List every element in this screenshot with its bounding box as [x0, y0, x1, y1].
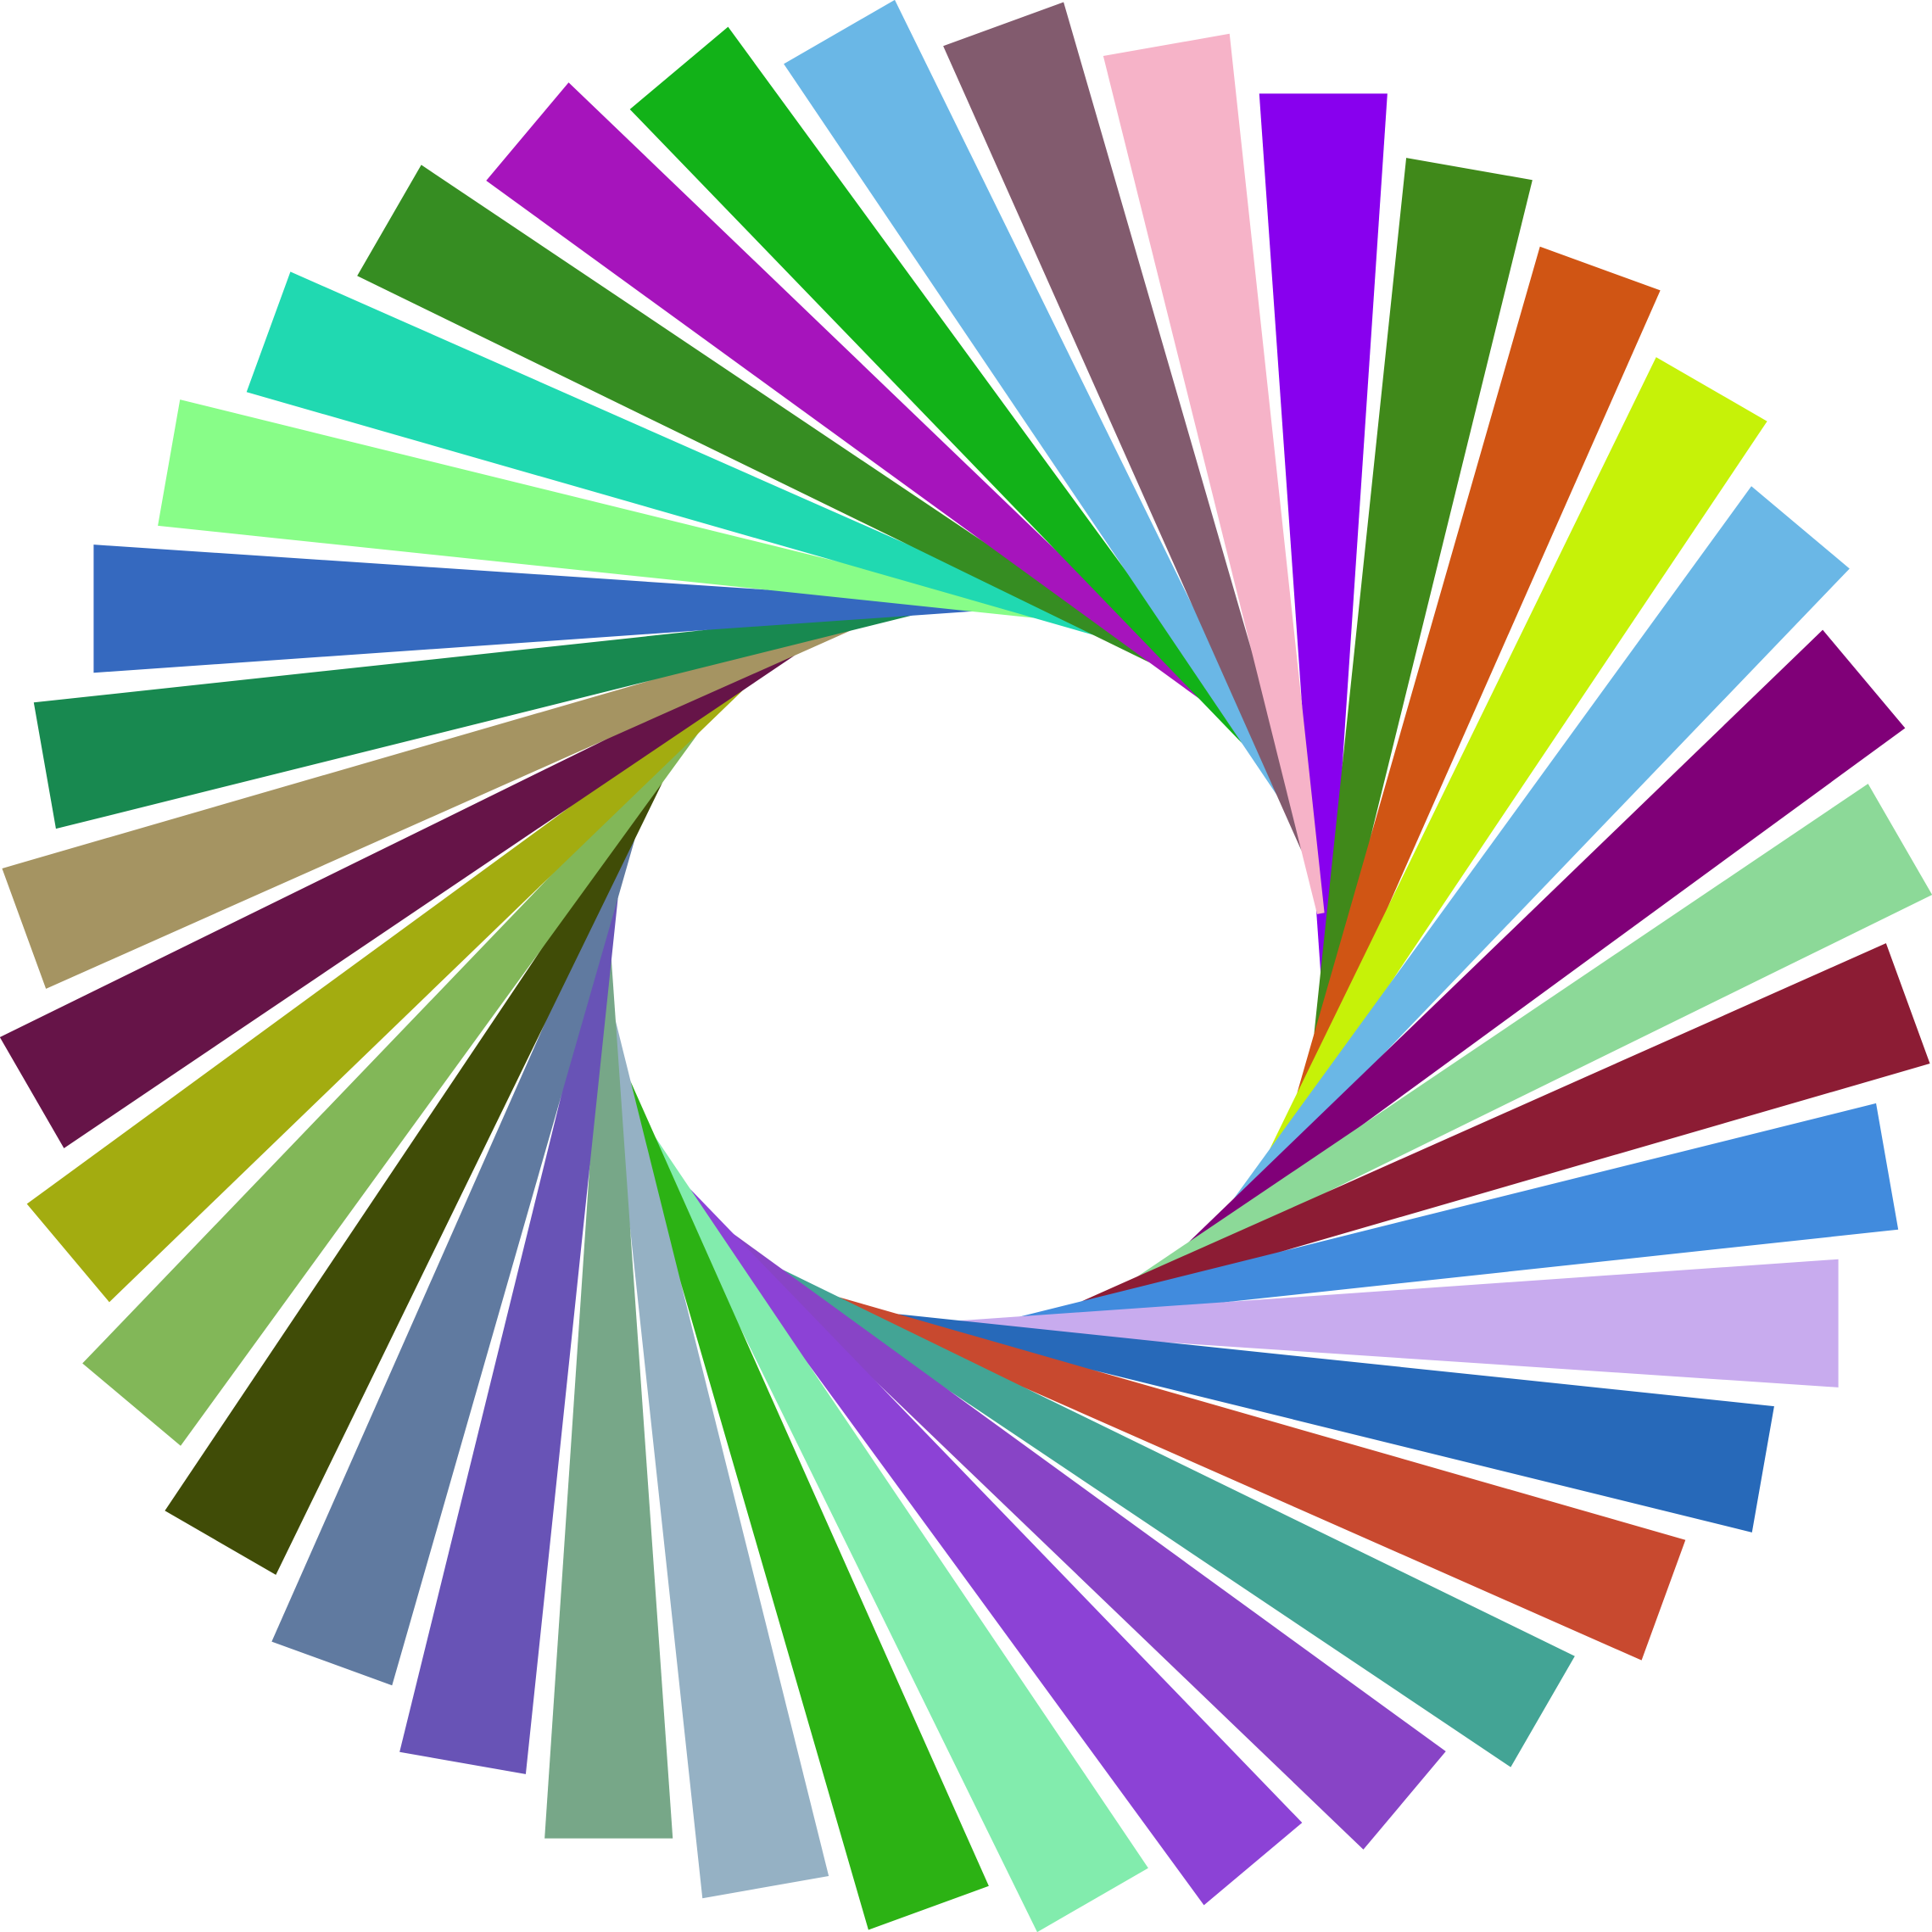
blade [246, 271, 1100, 636]
blade [607, 1018, 829, 1899]
blade [1268, 357, 1767, 1156]
blade [486, 82, 1207, 701]
blade [1187, 629, 1906, 1250]
blade [776, 1268, 1575, 1767]
blade [82, 725, 701, 1446]
blade [93, 544, 976, 673]
blade [357, 165, 1156, 664]
blade [0, 647, 797, 1148]
blade [832, 1296, 1686, 1661]
blade [1135, 784, 1932, 1285]
blade [2, 622, 854, 989]
blade [622, 1078, 989, 1930]
blade [784, 0, 1285, 797]
blade [271, 832, 636, 1686]
blade [1018, 1103, 1899, 1325]
blade [682, 1187, 1303, 1906]
blade [647, 1135, 1148, 1932]
blade [629, 26, 1250, 745]
blade [1103, 33, 1325, 914]
blade [725, 1231, 1446, 1850]
blade [1296, 246, 1661, 1100]
blade [956, 1259, 1839, 1388]
blade [158, 399, 1039, 619]
blade [1078, 943, 1930, 1310]
blade [1313, 158, 1533, 1039]
blade [1231, 486, 1850, 1207]
blade [544, 956, 673, 1839]
blade [1259, 93, 1388, 976]
blade [399, 893, 619, 1774]
blade [893, 1313, 1774, 1533]
blade [165, 776, 664, 1575]
blade [33, 607, 914, 829]
blade [26, 682, 745, 1303]
blade [943, 2, 1310, 854]
